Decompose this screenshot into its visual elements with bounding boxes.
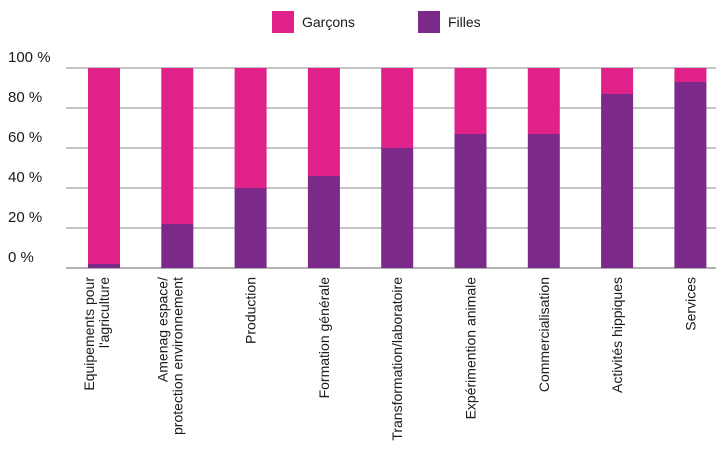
- x-category-label: Amenag espace/protection environnement: [154, 277, 185, 435]
- legend-swatch-filles: [418, 11, 440, 33]
- bar-filles: [527, 134, 560, 268]
- x-category-label: Equipements pourl'agriculture: [81, 277, 112, 391]
- bar-garcons: [381, 68, 414, 148]
- bar-garcons: [88, 68, 120, 264]
- x-category-label: Expérimention animale: [463, 277, 479, 420]
- bar-garcons: [161, 68, 194, 224]
- bar-filles: [601, 94, 634, 268]
- bar-garcons: [674, 68, 707, 82]
- y-tick-label: 20 %: [8, 209, 42, 226]
- x-category-label: Formation générale: [316, 277, 332, 399]
- legend-label-filles: Filles: [448, 14, 481, 30]
- y-axis-ticks: 0 % 20 % 40 % 60 % 80 % 100 %: [8, 49, 51, 266]
- y-tick-label: 0 %: [8, 249, 34, 266]
- bars: [88, 68, 707, 268]
- y-tick-label: 40 %: [8, 169, 42, 186]
- bar-filles: [674, 82, 707, 268]
- bar-garcons: [454, 68, 487, 134]
- bar-garcons: [307, 68, 340, 176]
- bar-garcons: [234, 68, 267, 188]
- bar-garcons: [601, 68, 634, 94]
- bar-filles: [307, 176, 340, 268]
- bar-filles: [234, 188, 267, 268]
- x-category-label: Services: [682, 277, 698, 331]
- x-category-label: Commercialisation: [536, 277, 552, 392]
- legend-swatch-garcons: [272, 11, 294, 33]
- bar-filles: [381, 148, 414, 268]
- bar-garcons: [527, 68, 560, 134]
- bar-filles: [454, 134, 487, 268]
- bar-filles: [88, 264, 120, 268]
- y-tick-label: 100 %: [8, 49, 51, 66]
- x-category-label: Activités hippiques: [609, 277, 625, 393]
- x-axis-labels: Equipements pourl'agriculture Amenag espa…: [81, 277, 698, 441]
- legend-label-garcons: Garçons: [302, 14, 355, 30]
- x-category-label: Transformation/laboratoire: [389, 277, 405, 441]
- y-tick-label: 80 %: [8, 89, 42, 106]
- y-tick-label: 60 %: [8, 129, 42, 146]
- legend: Garçons Filles: [272, 11, 481, 33]
- x-category-label: Production: [243, 277, 259, 344]
- bar-filles: [161, 224, 194, 268]
